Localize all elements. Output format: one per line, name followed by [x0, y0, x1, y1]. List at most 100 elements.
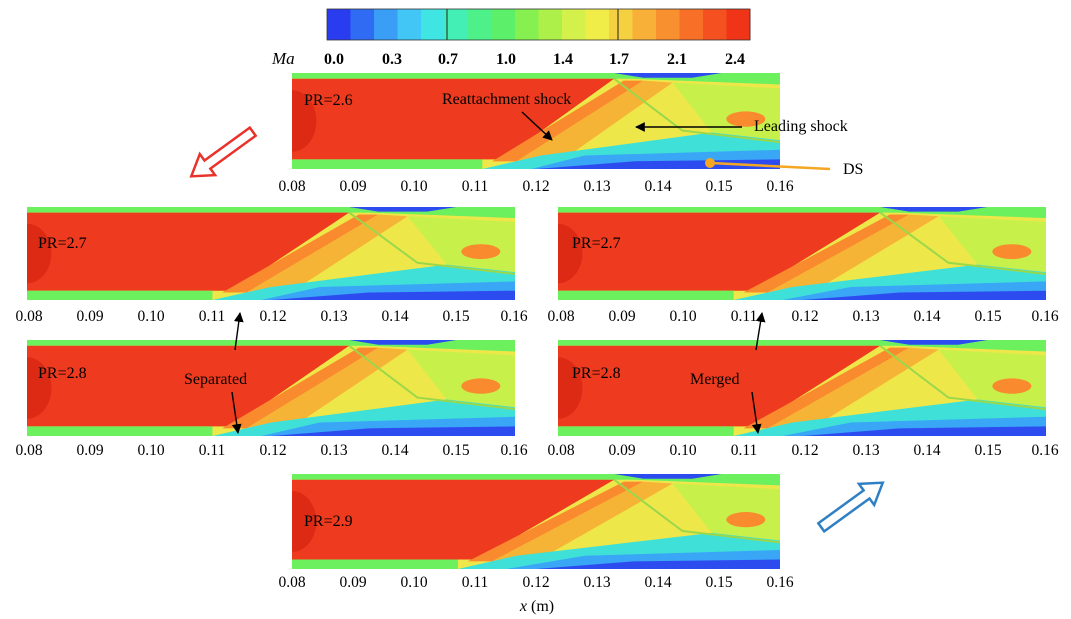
- separation-core: [802, 426, 1046, 436]
- colorbar-cell: [491, 9, 516, 40]
- axis-tick-labels: 0.08 0.09 0.10 0.11 0.12 0.13 0.14 0.15 …: [15, 178, 1058, 591]
- contour-panel-p29: [292, 474, 780, 569]
- x-tick-label: 0.11: [462, 574, 489, 591]
- inlet-core: [292, 90, 317, 152]
- leading-shock-band: [767, 214, 939, 293]
- x-tick-label: 0.13: [852, 442, 879, 459]
- red-hollow-arrow: [189, 125, 258, 178]
- colorbar: Ma 0.0 0.3 0.7 1.0 1.4 1.7 2.1 2.4: [271, 8, 751, 68]
- x-tick-label: 0.14: [913, 442, 940, 459]
- downstream-spot: [461, 378, 501, 394]
- supersonic-core: [292, 78, 615, 160]
- colorbar-cell: [327, 9, 351, 40]
- colorbar-cell: [444, 9, 469, 40]
- ds-marker: [705, 158, 715, 168]
- reattachment-shock-band: [467, 481, 644, 562]
- x-tick-label: 0.10: [669, 442, 696, 459]
- shock-trace: [879, 211, 1046, 275]
- leading-shock-label: Leading shock: [754, 118, 848, 135]
- reattachment-shock-label: Reattachment shock: [442, 91, 571, 108]
- x-tick-label: 0.12: [259, 308, 286, 325]
- x-tick-label: 0.14: [644, 178, 671, 195]
- x-tick-label: 0.13: [852, 308, 879, 325]
- merged-arrow-down: [751, 391, 762, 434]
- colorbar-cell: [421, 9, 445, 40]
- merged-label: Merged: [690, 371, 739, 388]
- upper-low-speed-zone: [880, 340, 988, 345]
- lower-boundary-layer: [27, 426, 213, 436]
- x-tick-label: 0.15: [442, 442, 469, 459]
- x-tick-label: 0.16: [766, 178, 793, 195]
- lower-boundary-layer: [292, 559, 458, 569]
- colorbar-cell: [703, 9, 727, 40]
- colorbar-cell: [609, 9, 633, 40]
- colorbar-tick: 0.3: [382, 51, 402, 68]
- reattachment-shock-band: [492, 80, 644, 162]
- inlet-core: [27, 357, 52, 419]
- x-tick-label: 0.11: [462, 178, 489, 195]
- x-tick-label: 0.08: [15, 308, 42, 325]
- x-axis-title: x (m): [519, 598, 554, 615]
- downstream-spot: [992, 244, 1032, 260]
- tick-row-pr27-right: 0.08 0.09 0.10 0.11 0.12 0.13 0.14 0.15 …: [547, 308, 1058, 325]
- lower-boundary-layer: [27, 290, 213, 300]
- supersonic-core: [27, 212, 350, 291]
- colorbar-tick: 2.4: [725, 51, 745, 68]
- x-tick-label: 0.16: [766, 574, 793, 591]
- x-tick-label: 0.16: [500, 308, 527, 325]
- colorbar-tick: 1.0: [496, 51, 516, 68]
- x-tick-label: 0.15: [705, 178, 732, 195]
- supersonic-core: [558, 345, 881, 427]
- x-tick-label: 0.09: [339, 178, 366, 195]
- colorbar-cell: [585, 9, 610, 40]
- colorbar-cell: [350, 9, 375, 40]
- x-tick-label: 0.14: [913, 308, 940, 325]
- colorbar-cell: [679, 9, 704, 40]
- separated-label: Separated: [184, 371, 247, 388]
- x-tick-label: 0.10: [400, 178, 427, 195]
- pr-label: PR=2.7: [572, 235, 621, 252]
- x-tick-label: 0.09: [76, 308, 103, 325]
- ds-label: DS: [843, 161, 863, 178]
- x-tick-label: 0.12: [791, 442, 818, 459]
- contour-panels: [27, 73, 1046, 569]
- x-tick-label: 0.09: [608, 442, 635, 459]
- x-tick-label: 0.14: [381, 308, 408, 325]
- x-tick-label: 0.16: [1031, 308, 1058, 325]
- leading-shock-band: [246, 347, 408, 429]
- ds-leader-line: [710, 161, 831, 171]
- x-tick-label: 0.08: [547, 308, 574, 325]
- x-tick-label: 0.13: [583, 178, 610, 195]
- colorbar-label: Ma: [271, 49, 295, 68]
- x-tick-label: 0.11: [731, 442, 758, 459]
- x-tick-label: 0.15: [974, 442, 1001, 459]
- pr-labels: PR=2.6 PR=2.7 PR=2.8 PR=2.7 PR=2.8 PR=2.…: [38, 92, 621, 530]
- x-tick-label: 0.08: [278, 178, 305, 195]
- x-tick-label: 0.08: [15, 442, 42, 459]
- reattachment-shock-arrow: [521, 111, 553, 141]
- pr-label: PR=2.9: [304, 513, 353, 530]
- colorbar-cell: [656, 9, 680, 40]
- leading-shock-band: [516, 80, 673, 162]
- colorbar-tick: 0.7: [438, 51, 458, 68]
- pr-label: PR=2.8: [572, 365, 621, 382]
- separated-arrow-down: [231, 391, 242, 434]
- pr-label: PR=2.6: [304, 92, 353, 109]
- colorbar-cell: [562, 9, 586, 40]
- separation-core: [802, 290, 1046, 300]
- x-tick-label: 0.14: [381, 442, 408, 459]
- x-tick-label: 0.09: [608, 308, 635, 325]
- x-tick-label: 0.13: [583, 574, 610, 591]
- x-tick-label: 0.15: [705, 574, 732, 591]
- upper-low-speed-zone: [349, 340, 457, 345]
- x-tick-label: 0.16: [1031, 442, 1058, 459]
- supersonic-core: [27, 345, 350, 427]
- x-tick-label: 0.11: [731, 308, 758, 325]
- merged-arrow-up: [755, 312, 766, 351]
- colorbar-tick: 2.1: [667, 51, 687, 68]
- pr-label: PR=2.7: [38, 235, 87, 252]
- inlet-core: [558, 357, 583, 419]
- separation-core: [271, 426, 515, 436]
